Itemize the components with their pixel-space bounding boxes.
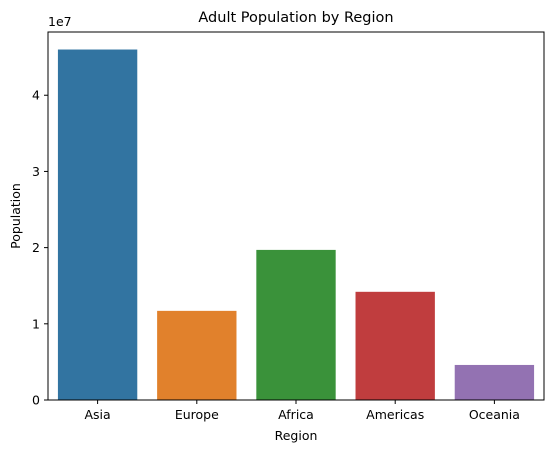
bar-oceania [454,364,535,400]
bars-layer [57,49,535,401]
x-tick-label: Europe [175,407,219,422]
x-tick-label: Africa [278,407,314,422]
y-axis-label: Population [8,183,23,249]
x-tick-label: Asia [84,407,110,422]
y-tick-label: 1 [32,316,40,331]
x-tick-label: Oceania [469,407,520,422]
y-tick-label: 0 [32,393,40,408]
y-offset-label: 1e7 [48,14,72,29]
y-tick-label: 3 [32,164,40,179]
x-axis-ticks: Asia Europe Africa Americas Oceania [84,400,520,422]
y-tick-label: 4 [32,88,40,103]
bar-europe [157,310,237,400]
bar-africa [256,249,336,400]
bar-asia [57,49,138,401]
x-tick-label: Americas [366,407,424,422]
y-axis-ticks: 0 1 2 3 4 [32,88,48,408]
bar-americas [355,291,435,400]
chart-title: Adult Population by Region [198,10,393,26]
x-axis-label: Region [275,428,318,443]
y-tick-label: 2 [32,240,40,255]
